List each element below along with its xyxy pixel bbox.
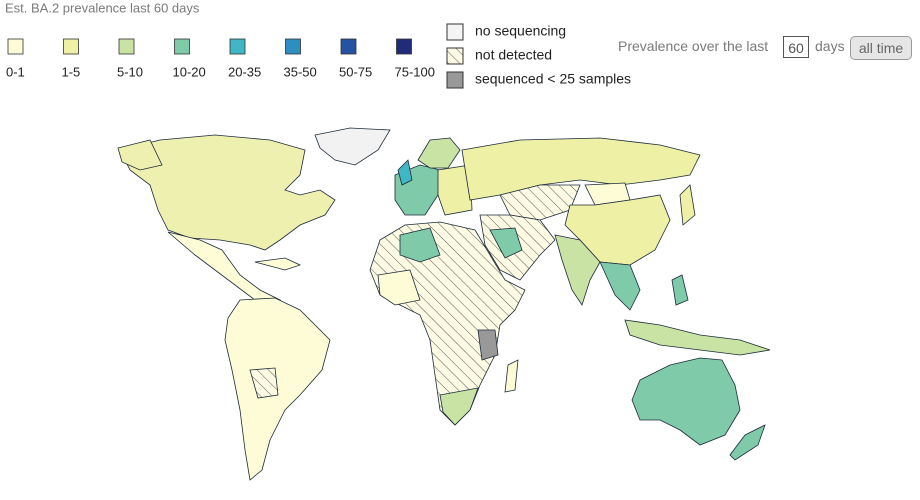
russia bbox=[461, 137, 701, 201]
scandinavia bbox=[417, 137, 461, 169]
swatch-not-detected bbox=[446, 47, 464, 65]
philippines bbox=[671, 274, 689, 306]
world bbox=[117, 127, 771, 481]
days-input[interactable]: 60 bbox=[783, 36, 809, 58]
legend-swatch bbox=[285, 38, 301, 55]
legend-bins: 0-1 1-5 5-10 10-20 20-35 35-50 50-75 75-100 bbox=[6, 38, 435, 79]
west-africa bbox=[377, 269, 421, 306]
legend-label: 75-100 bbox=[395, 64, 435, 79]
bolivia bbox=[249, 367, 279, 399]
caribbean bbox=[254, 257, 302, 271]
legend-label: 1-5 bbox=[62, 64, 81, 79]
australia bbox=[631, 357, 741, 446]
algeria bbox=[399, 227, 441, 263]
legend-label: 35-50 bbox=[284, 64, 317, 79]
controls-suffix: days bbox=[815, 38, 845, 54]
legend-swatch bbox=[396, 38, 412, 55]
legend-swatch bbox=[118, 38, 135, 55]
legend-swatch bbox=[7, 38, 24, 55]
south-africa bbox=[439, 387, 479, 426]
uk bbox=[397, 159, 413, 186]
new-zealand bbox=[729, 424, 766, 461]
legend-label: 50-75 bbox=[339, 64, 372, 79]
legend-label: 5-10 bbox=[117, 64, 143, 79]
legend-title: Est. BA.2 prevalence last 60 days bbox=[5, 0, 200, 15]
madagascar bbox=[504, 359, 519, 393]
southeast-asia bbox=[599, 261, 641, 311]
legend-swatch bbox=[174, 38, 190, 55]
alaska bbox=[117, 139, 163, 171]
legend-swatch bbox=[229, 38, 246, 55]
status-label: sequenced < 25 samples bbox=[475, 71, 631, 87]
legend-swatch bbox=[340, 38, 357, 55]
legend-swatch bbox=[63, 38, 79, 55]
greenland bbox=[314, 127, 391, 166]
india bbox=[554, 234, 601, 306]
legend-label: 20-35 bbox=[228, 64, 261, 79]
north-america bbox=[119, 134, 336, 251]
swatch-no-seq bbox=[446, 23, 464, 41]
swatch-low-samples bbox=[446, 71, 464, 89]
all-time-button[interactable]: all time bbox=[850, 36, 912, 60]
legend-label: 0-1 bbox=[6, 64, 25, 79]
tanzania bbox=[477, 329, 499, 361]
japan bbox=[679, 184, 696, 226]
legend-label: 10-20 bbox=[173, 64, 206, 79]
status-label: no sequencing bbox=[475, 23, 566, 39]
china bbox=[564, 194, 671, 266]
indonesia bbox=[624, 319, 771, 356]
saudi bbox=[489, 227, 523, 259]
controls-prefix: Prevalence over the last bbox=[618, 38, 769, 54]
status-label: not detected bbox=[475, 47, 552, 63]
